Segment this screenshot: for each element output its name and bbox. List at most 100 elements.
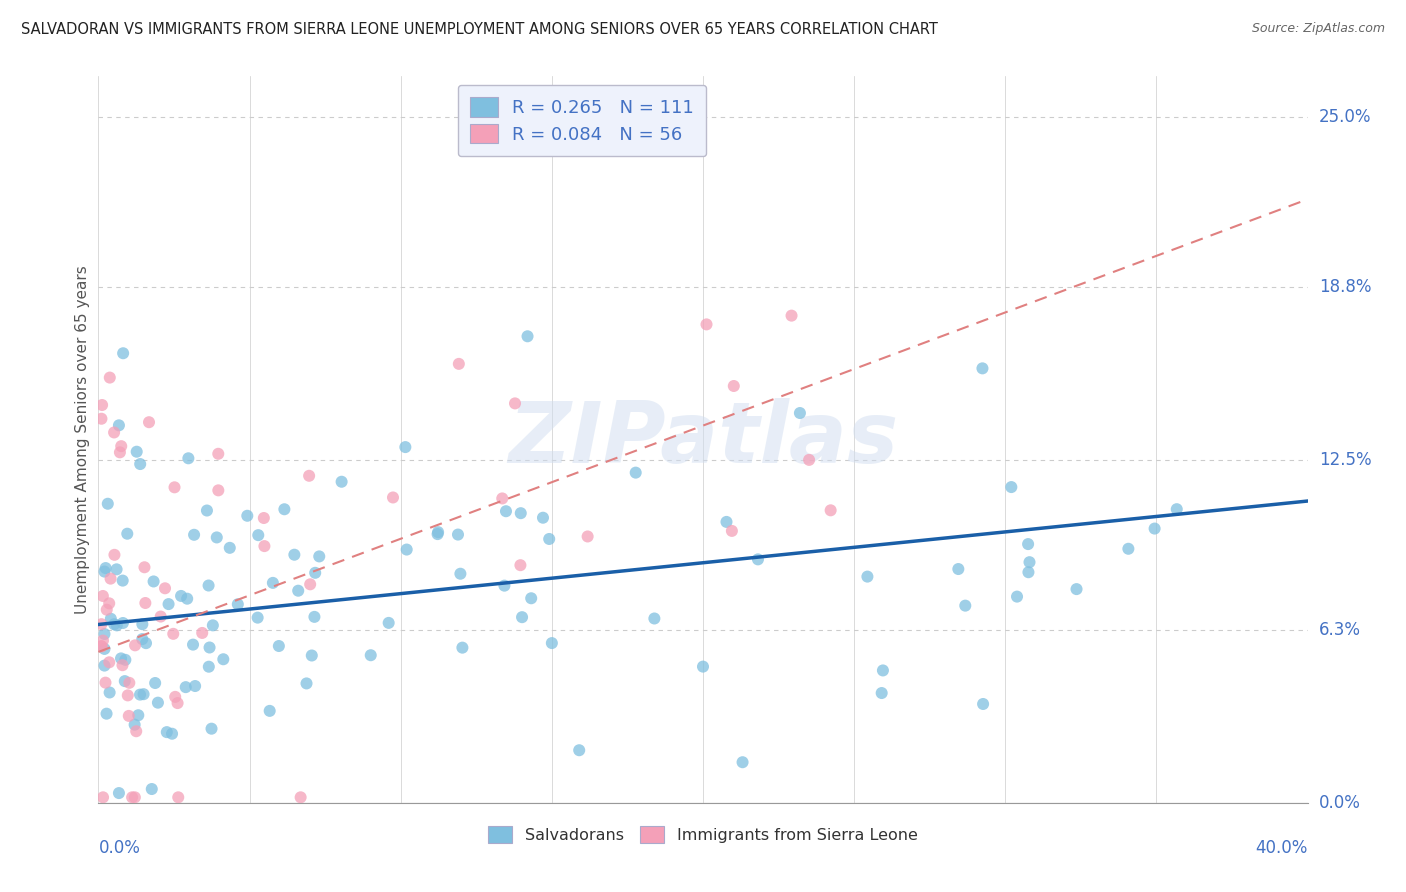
Point <box>797 453 820 467</box>
Point <box>110 439 132 453</box>
Point <box>259 704 281 718</box>
Point <box>304 610 326 624</box>
Point <box>360 648 382 663</box>
Text: 0.0%: 0.0% <box>98 839 141 857</box>
Point <box>273 502 295 516</box>
Point <box>112 346 135 360</box>
Point <box>509 506 531 520</box>
Point <box>98 370 121 384</box>
Point <box>692 659 714 673</box>
Point <box>90 640 112 654</box>
Point <box>131 617 153 632</box>
Point <box>176 591 198 606</box>
Point <box>110 651 132 665</box>
Point <box>253 539 276 553</box>
Point <box>174 680 197 694</box>
Point <box>124 638 146 652</box>
Point <box>131 632 153 646</box>
Point <box>308 549 330 564</box>
Point <box>91 633 114 648</box>
Point <box>723 379 745 393</box>
Point <box>94 675 117 690</box>
Point <box>127 708 149 723</box>
Point <box>135 636 157 650</box>
Point <box>118 676 141 690</box>
Point <box>731 756 754 770</box>
Point <box>426 527 449 541</box>
Point <box>948 562 970 576</box>
Point <box>114 653 136 667</box>
Y-axis label: Unemployment Among Seniors over 65 years: Unemployment Among Seniors over 65 years <box>75 265 90 614</box>
Point <box>132 687 155 701</box>
Point <box>165 690 187 704</box>
Text: 25.0%: 25.0% <box>1319 108 1371 126</box>
Point <box>98 685 121 699</box>
Point <box>96 706 118 721</box>
Point <box>218 541 240 555</box>
Point <box>510 610 533 624</box>
Point <box>1005 590 1028 604</box>
Point <box>262 575 284 590</box>
Point <box>183 528 205 542</box>
Point <box>695 318 717 332</box>
Text: 40.0%: 40.0% <box>1256 839 1308 857</box>
Point <box>491 491 513 506</box>
Point <box>105 618 128 632</box>
Point <box>1017 537 1039 551</box>
Point <box>124 790 146 805</box>
Point <box>1143 522 1166 536</box>
Point <box>197 578 219 592</box>
Point <box>117 526 139 541</box>
Point <box>100 612 122 626</box>
Point <box>330 475 353 489</box>
Point <box>153 582 176 596</box>
Point <box>96 603 118 617</box>
Point <box>98 655 121 669</box>
Point <box>90 639 112 653</box>
Point <box>516 329 538 343</box>
Point <box>91 589 114 603</box>
Point <box>200 722 222 736</box>
Point <box>167 790 190 805</box>
Point <box>134 596 156 610</box>
Point <box>156 725 179 739</box>
Point <box>146 696 169 710</box>
Point <box>382 491 405 505</box>
Point <box>427 525 450 540</box>
Point <box>111 615 134 630</box>
Point <box>494 579 516 593</box>
Point <box>568 743 591 757</box>
Point <box>246 610 269 624</box>
Point <box>531 510 554 524</box>
Point <box>576 529 599 543</box>
Point <box>447 357 470 371</box>
Text: Source: ZipAtlas.com: Source: ZipAtlas.com <box>1251 22 1385 36</box>
Legend: Salvadorans, Immigrants from Sierra Leone: Salvadorans, Immigrants from Sierra Leon… <box>482 819 924 849</box>
Text: 6.3%: 6.3% <box>1319 621 1361 639</box>
Point <box>103 548 125 562</box>
Point <box>449 566 471 581</box>
Point <box>205 531 228 545</box>
Point <box>1017 565 1039 579</box>
Point <box>160 727 183 741</box>
Point <box>870 686 893 700</box>
Point <box>201 618 224 632</box>
Point <box>177 451 200 466</box>
Point <box>1166 502 1188 516</box>
Point <box>143 676 166 690</box>
Point <box>520 591 543 606</box>
Point <box>198 659 221 673</box>
Point <box>93 641 115 656</box>
Point <box>129 457 152 471</box>
Point <box>170 589 193 603</box>
Point <box>747 552 769 566</box>
Point <box>495 504 517 518</box>
Point <box>301 648 323 663</box>
Point <box>184 679 207 693</box>
Point <box>108 445 131 459</box>
Point <box>207 483 229 498</box>
Point <box>299 577 322 591</box>
Point <box>97 497 120 511</box>
Text: ZIPatlas: ZIPatlas <box>508 398 898 481</box>
Point <box>253 511 276 525</box>
